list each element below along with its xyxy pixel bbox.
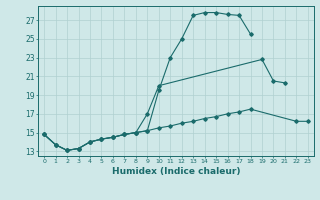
X-axis label: Humidex (Indice chaleur): Humidex (Indice chaleur)	[112, 167, 240, 176]
